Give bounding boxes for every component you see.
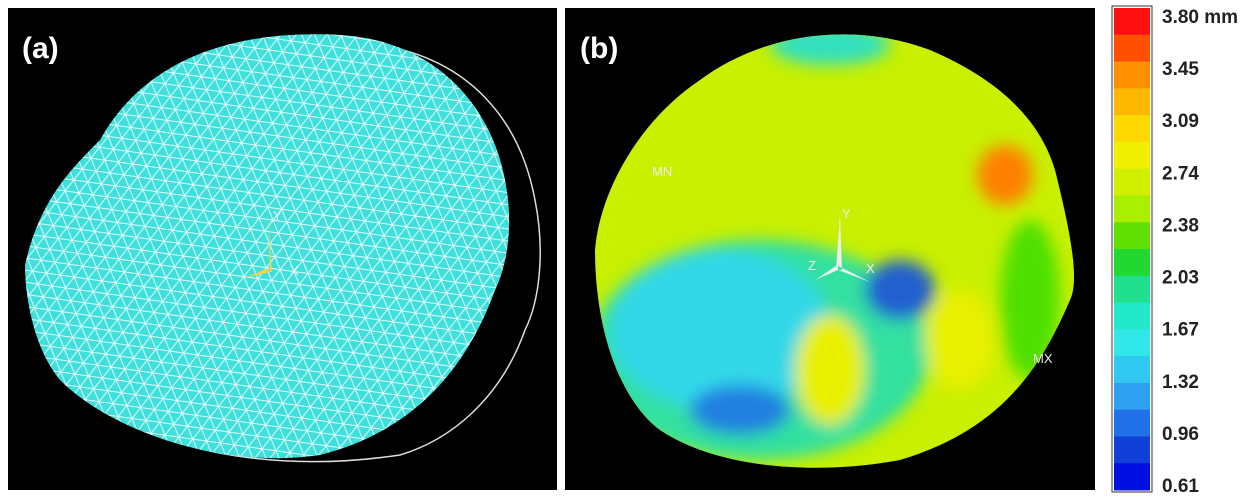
colorbar-band xyxy=(1114,436,1150,463)
colorbar-label: 3.45 xyxy=(1162,59,1199,80)
colorbar-band xyxy=(1114,88,1150,115)
colorbar-label: 2.03 xyxy=(1162,268,1199,289)
colorbar-label: 2.38 xyxy=(1162,215,1199,236)
colorbar-band xyxy=(1114,195,1150,222)
colorbar-band xyxy=(1114,142,1150,169)
colorbar xyxy=(1114,8,1150,491)
panel-label: (b) xyxy=(580,32,618,65)
colorbar-band xyxy=(1114,356,1150,383)
colorbar-label: 1.67 xyxy=(1162,320,1199,341)
colorbar-label: 1.32 xyxy=(1162,372,1199,393)
colorbar-band xyxy=(1114,222,1150,249)
colorbar-band xyxy=(1114,62,1150,89)
colorbar-labels: 3.80 mm 3.45 3.09 2.74 2.38 2.03 1.67 1.32 0.96 0… xyxy=(1162,7,1238,497)
axis-label: Z xyxy=(808,258,816,273)
annotation: MX xyxy=(1033,351,1053,366)
colorbar-label: 3.09 xyxy=(1162,111,1199,132)
colorbar-band xyxy=(1114,169,1150,196)
colorbar-band xyxy=(1114,303,1150,330)
colorbar-label: 0.61 xyxy=(1162,476,1199,497)
axis-label: Y xyxy=(273,208,282,223)
colorbar-band xyxy=(1114,463,1150,490)
panel-label: (a) xyxy=(22,32,59,65)
colorbar-band xyxy=(1114,115,1150,142)
colorbar-label: 3.80 mm xyxy=(1162,7,1238,28)
colorbar-band xyxy=(1114,383,1150,410)
figure: (a) Y X (b) MN MX Y Z X 3.80 mm 3.45 3.09 2… xyxy=(0,0,1251,498)
axis-label: X xyxy=(866,261,875,276)
colorbar-label: 0.96 xyxy=(1162,424,1199,445)
colorbar-band xyxy=(1114,249,1150,276)
axis-label: Y xyxy=(842,206,851,221)
colorbar-band xyxy=(1114,410,1150,437)
colorbar-band xyxy=(1114,35,1150,62)
annotation: MN xyxy=(652,164,672,179)
colorbar-band xyxy=(1114,8,1150,35)
colorbar-band xyxy=(1114,329,1150,356)
colorbar-label: 2.74 xyxy=(1162,163,1199,184)
colorbar-band xyxy=(1114,276,1150,303)
axis-label: X xyxy=(290,263,299,278)
